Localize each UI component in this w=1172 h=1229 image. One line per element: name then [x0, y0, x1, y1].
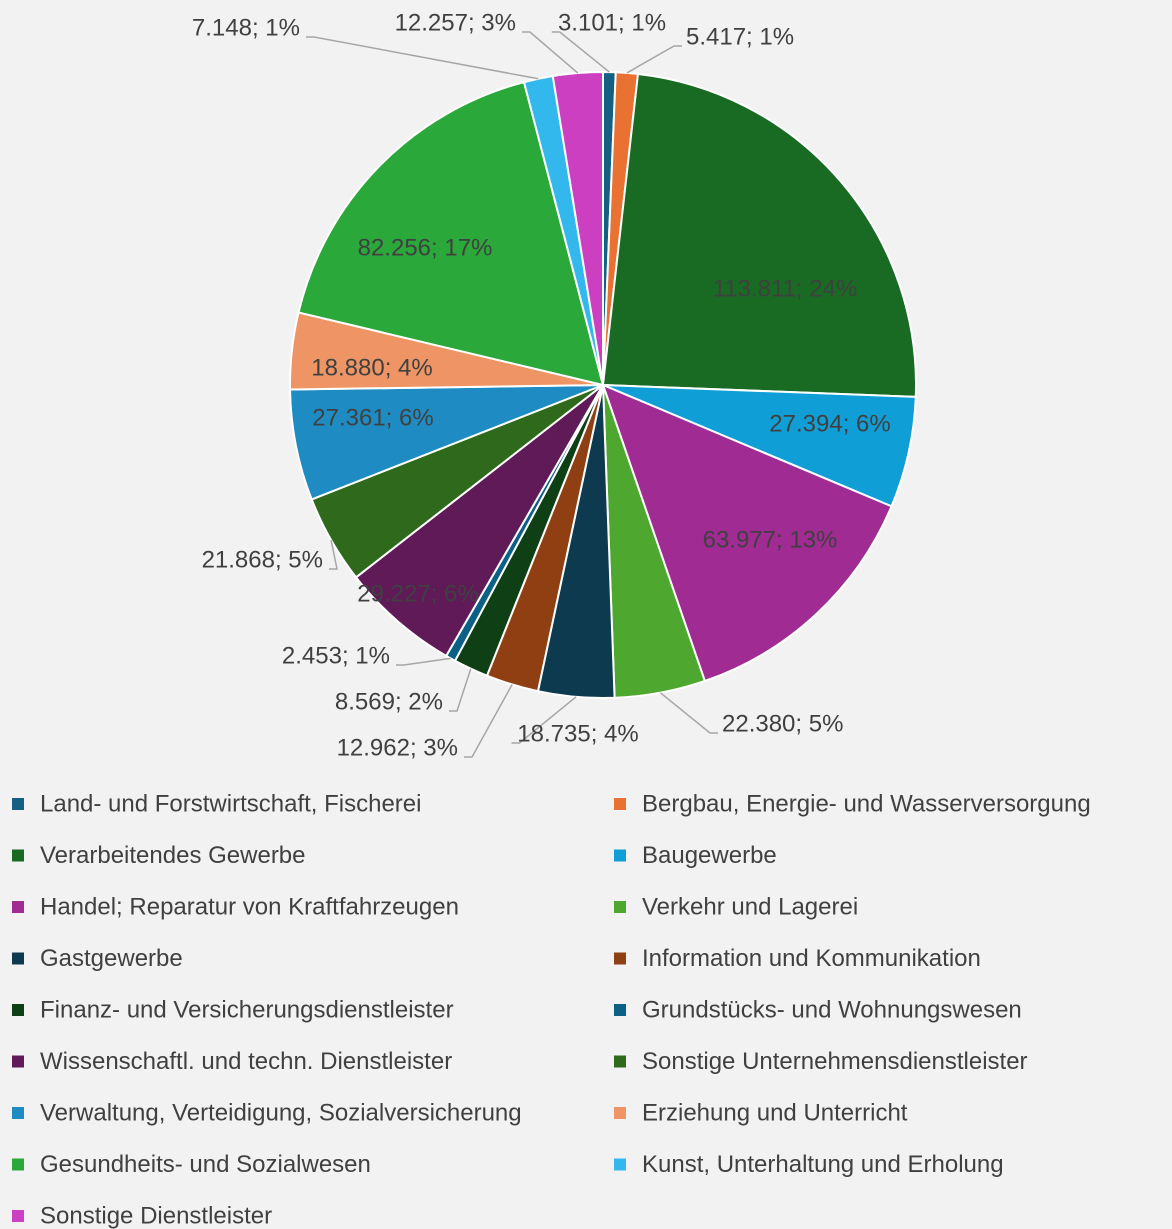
data-label: 27.394; 6% — [769, 410, 890, 437]
legend-swatch — [12, 1107, 24, 1119]
legend-swatch — [12, 952, 24, 965]
legend-swatch — [614, 901, 626, 913]
data-label: 113.811; 24% — [713, 275, 858, 302]
legend-label: Finanz- und Versicherungsdienstleister — [40, 996, 454, 1023]
legend-label: Grundstücks- und Wohnungswesen — [642, 996, 1022, 1023]
legend-label: Verwaltung, Verteidigung, Sozialversiche… — [40, 1099, 522, 1126]
pie-slice — [297, 80, 605, 387]
data-label: 22.380; 5% — [722, 710, 843, 737]
legend-swatch — [12, 849, 24, 862]
data-label: 5.417; 1% — [686, 23, 794, 50]
legend-label: Verarbeitendes Gewerbe — [40, 842, 306, 869]
legend-swatch — [12, 901, 24, 913]
leader-line — [449, 668, 472, 712]
legend-label: Gastgewerbe — [40, 945, 183, 972]
data-label: 3.101; 1% — [558, 9, 666, 36]
leader-line — [659, 692, 718, 734]
leader-line — [396, 657, 451, 666]
pie-slice — [601, 383, 893, 683]
legend-label: Land- und Forstwirtschaft, Fischerei — [40, 790, 421, 817]
pie-slice — [551, 70, 604, 386]
leader-line — [511, 696, 577, 744]
data-label: 27.361; 6% — [312, 404, 433, 431]
leader-line — [306, 36, 539, 80]
data-label: 29.227; 6% — [357, 580, 478, 607]
data-label: 63.977; 13% — [703, 526, 838, 553]
data-label: 12.962; 3% — [337, 734, 458, 761]
legend-swatch — [614, 798, 626, 810]
legend-label: Baugewerbe — [642, 842, 777, 869]
legend-label: Kunst, Unterhaltung und Erholung — [642, 1151, 1004, 1178]
data-label: 12.257; 3% — [395, 9, 516, 36]
leader-line — [464, 684, 513, 758]
pie-slice — [601, 72, 917, 398]
leader-line — [551, 31, 610, 73]
legend-swatch — [12, 1158, 24, 1171]
legend-swatch — [614, 952, 626, 965]
legend-swatch — [614, 1055, 626, 1068]
legend-swatch — [614, 1004, 626, 1016]
leader-line — [329, 539, 338, 570]
legend-label: Wissenschaftl. und techn. Dienstleister — [40, 1048, 452, 1075]
leader-line — [626, 45, 682, 74]
leader-line — [522, 31, 579, 74]
data-label: 18.880; 4% — [311, 354, 432, 381]
legend-swatch — [12, 1210, 24, 1222]
legend-label: Handel; Reparatur von Kraftfahrzeugen — [40, 893, 459, 920]
legend-label: Gesundheits- und Sozialwesen — [40, 1151, 371, 1178]
legend-label: Bergbau, Energie- und Wasserversorgung — [642, 790, 1091, 817]
data-label: 21.868; 5% — [202, 546, 323, 573]
legend-swatch — [12, 1055, 24, 1068]
legend-swatch — [614, 1107, 626, 1119]
legend-swatch — [12, 1004, 24, 1016]
data-label: 8.569; 2% — [335, 688, 443, 715]
legend-label: Sonstige Unternehmensdienstleister — [642, 1048, 1028, 1075]
legend-label: Sonstige Dienstleister — [40, 1202, 272, 1229]
data-label: 82.256; 17% — [358, 234, 493, 261]
data-label: 2.453; 1% — [282, 642, 390, 669]
pie-slice — [354, 384, 604, 658]
data-label: 7.148; 1% — [192, 14, 300, 41]
data-label: 18.735; 4% — [517, 720, 638, 747]
legend-swatch — [12, 798, 24, 810]
legend-label: Erziehung und Unterricht — [642, 1099, 908, 1126]
legend-swatch — [614, 849, 626, 862]
legend-label: Information und Kommunikation — [642, 945, 981, 972]
legend-swatch — [614, 1158, 626, 1171]
legend-label: Verkehr und Lagerei — [642, 893, 858, 920]
